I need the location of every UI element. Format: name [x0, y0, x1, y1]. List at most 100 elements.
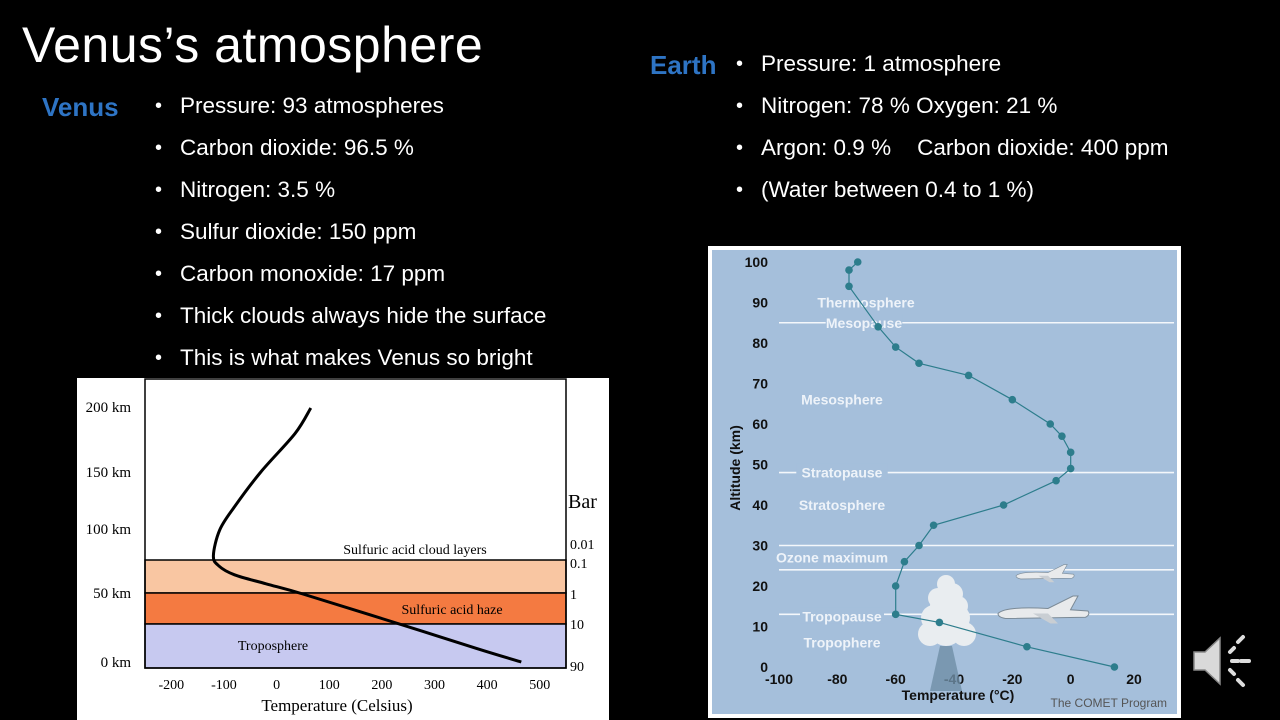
venus-bar-axis-title: Bar: [568, 491, 597, 513]
venus-temperature-curve: [211, 407, 522, 664]
venus-x-tick-label: 200: [371, 678, 392, 693]
venus-bar-tick-label: 0.01: [570, 538, 595, 553]
earth-data-point: [900, 557, 909, 566]
earth-layer-label: Mesosphere: [801, 392, 883, 408]
venus-x-tick-label: 400: [477, 678, 498, 693]
venus-y-tick-label: 100 km: [86, 522, 132, 538]
earth-label-mask: [825, 313, 903, 330]
earth-x-tick-label: 20: [1126, 671, 1142, 687]
venus-layer-band: [144, 559, 567, 594]
earth-data-point: [891, 610, 900, 619]
earth-data-point: [1046, 420, 1055, 428]
earth-data-point: [1110, 663, 1119, 671]
venus-bullet: Carbon monoxide: 17 ppm: [155, 253, 546, 295]
venus-bullet: Carbon dioxide: 96.5 %: [155, 127, 546, 169]
venus-layer-label: Troposphere: [238, 639, 308, 654]
earth-layer-label: Tropopause: [802, 608, 882, 624]
venus-temperature-chart: Sulfuric acid cloud layers Sulfuric acid …: [77, 378, 609, 720]
venus-bullet-list: Pressure: 93 atmospheres Carbon dioxide:…: [155, 85, 546, 379]
earth-label-mask: [796, 463, 888, 480]
earth-nitrogen: Nitrogen: 78 %: [761, 93, 910, 118]
cloud-image: [918, 575, 976, 691]
earth-y-tick-label: 0: [760, 659, 768, 675]
earth-water: (Water between 0.4 to 1 %): [761, 177, 1035, 202]
venus-bullet: Thick clouds always hide the surface: [155, 295, 546, 337]
venus-layer-band: [144, 623, 567, 669]
earth-data-point: [891, 343, 900, 351]
venus-bar-tick-label: 90: [570, 660, 584, 675]
earth-data-point: [874, 323, 882, 331]
venus-x-tick-label: 100: [319, 678, 340, 693]
earth-data-point: [915, 541, 923, 550]
earth-data-point: [853, 258, 862, 266]
earth-y-tick-label: 50: [752, 457, 768, 473]
earth-pressure: Pressure: 1 atmosphere: [761, 51, 1002, 76]
venus-bullet: Pressure: 93 atmospheres: [155, 85, 546, 127]
earth-bullet-list: Pressure: 1 atmosphere Nitrogen: 78 % Ox…: [736, 43, 1169, 211]
earth-x-axis-label: Temperature (°C): [902, 687, 1015, 703]
earth-data-point: [929, 521, 938, 530]
venus-bullet: Sulfur dioxide: 150 ppm: [155, 211, 546, 253]
earth-co2: Carbon dioxide: 400 ppm: [917, 135, 1169, 160]
earth-data-point: [935, 618, 944, 627]
earth-x-tick-label: -100: [765, 671, 793, 687]
earth-data-point: [964, 371, 973, 380]
earth-credit-label: The COMET Program: [1051, 696, 1167, 710]
venus-bullet: This is what makes Venus so bright: [155, 337, 546, 379]
venus-label: Venus: [42, 92, 119, 122]
venus-layer-label: Sulfuric acid cloud layers: [343, 543, 486, 558]
speaker-icon[interactable]: [1190, 630, 1256, 692]
earth-data-point: [891, 582, 900, 590]
venus-x-tick-label: -200: [158, 678, 184, 693]
earth-label-mask: [800, 607, 884, 624]
earth-data-point: [1058, 432, 1066, 440]
earth-x-tick-label: -60: [886, 671, 906, 687]
earth-layer-label: Mesopause: [826, 315, 902, 331]
earth-y-axis-label: Altitude (km): [727, 425, 743, 511]
venus-x-tick-label: 500: [529, 678, 550, 693]
earth-argon: Argon: 0.9 %: [761, 135, 892, 160]
earth-data-point: [845, 266, 853, 274]
venus-x-tick-label: 300: [424, 678, 445, 693]
earth-layer-label: Thermosphere: [817, 295, 914, 311]
earth-bullet: Argon: 0.9 % Carbon dioxide: 400 ppm: [736, 127, 1169, 169]
earth-bullet: Pressure: 1 atmosphere: [736, 43, 1169, 85]
earth-x-tick-label: -20: [1002, 671, 1022, 687]
earth-data-point: [1008, 395, 1017, 404]
venus-y-tick-label: 200 km: [86, 400, 132, 416]
slide-title: Venus’s atmosphere: [22, 17, 484, 73]
venus-x-axis-label: Temperature (Celsius): [261, 696, 412, 715]
earth-x-tick-label: 0: [1067, 671, 1075, 687]
venus-bar-tick-label: 0.1: [570, 557, 588, 572]
earth-data-point: [1052, 476, 1060, 485]
venus-y-tick-label: 150 km: [86, 465, 132, 481]
earth-x-tick-label: -80: [827, 671, 847, 687]
earth-data-point: [1066, 448, 1075, 457]
venus-y-tick-label: 0 km: [101, 655, 132, 671]
earth-y-tick-label: 70: [752, 376, 768, 392]
earth-temperature-curve: [848, 261, 1115, 668]
earth-layer-label: Ozone maximum: [776, 550, 888, 566]
earth-bullet: (Water between 0.4 to 1 %): [736, 169, 1169, 211]
earth-bullet: Nitrogen: 78 % Oxygen: 21 %: [736, 85, 1169, 127]
earth-layer-label: Stratopause: [802, 465, 883, 481]
earth-label-mask: [778, 548, 886, 565]
earth-label: Earth: [650, 50, 717, 80]
earth-y-tick-label: 60: [752, 416, 768, 432]
venus-x-tick-label: -100: [211, 678, 237, 693]
earth-layer-label: Stratosphere: [799, 497, 886, 513]
earth-y-tick-label: 80: [752, 335, 768, 351]
jet-image: [1015, 564, 1075, 583]
earth-y-tick-label: 30: [752, 538, 768, 554]
venus-bar-tick-label: 1: [570, 588, 577, 603]
earth-temperature-chart: Thermosphere Mesopause Mesosphere Stratopau…: [708, 246, 1181, 718]
venus-x-tick-label: 0: [273, 678, 280, 693]
airliner-image: [997, 595, 1090, 624]
earth-layer-label: Tropophere: [803, 635, 880, 651]
earth-data-point: [999, 501, 1008, 509]
earth-data-point: [1023, 642, 1031, 651]
earth-y-tick-label: 10: [752, 619, 768, 635]
earth-data-point: [845, 282, 853, 291]
earth-y-tick-label: 20: [752, 578, 768, 594]
venus-bullet: Nitrogen: 3.5 %: [155, 169, 546, 211]
